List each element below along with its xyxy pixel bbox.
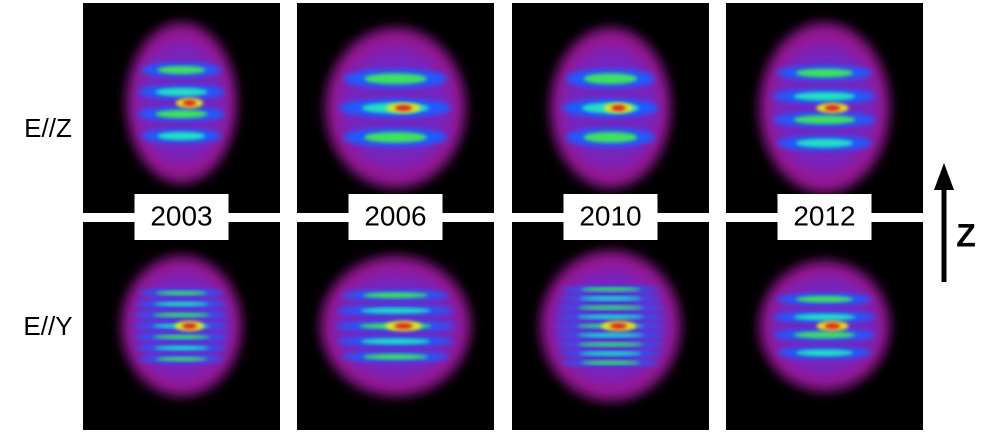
- fringe-core: [577, 333, 644, 338]
- hotspot-core: [182, 100, 197, 106]
- year-label: 2003: [150, 200, 212, 231]
- image-panel: [297, 3, 494, 213]
- hotspot-core: [395, 105, 412, 111]
- fringe-core: [153, 313, 210, 317]
- fringe-core: [795, 349, 854, 357]
- fringe-core: [155, 291, 208, 295]
- fringe-core: [795, 68, 854, 78]
- fringe-core: [360, 307, 431, 314]
- year-box: [777, 194, 872, 240]
- fringe-core: [577, 314, 644, 319]
- hotspot-core: [610, 323, 627, 329]
- fringe-core: [155, 357, 208, 361]
- fringe-core: [580, 360, 641, 365]
- hotspot-core: [394, 323, 413, 329]
- fringe-core: [157, 132, 206, 140]
- image-panel: [726, 3, 923, 213]
- fringe-core: [360, 338, 431, 345]
- fringe-core: [364, 73, 427, 84]
- fringe-core: [153, 335, 210, 339]
- fringe-core: [795, 295, 854, 303]
- fringe-core: [793, 92, 856, 101]
- image-panel: [297, 222, 494, 430]
- image-panel: [512, 222, 709, 430]
- fringe-core: [579, 351, 642, 356]
- fringe-core: [154, 346, 209, 350]
- fringe-core: [793, 331, 856, 339]
- fringe-core: [362, 354, 429, 360]
- hotspot-core: [824, 105, 841, 111]
- year-label: 2010: [579, 200, 641, 231]
- labels: 2003 2006 2010 2012: [134, 194, 872, 240]
- fringe-core: [577, 305, 644, 310]
- fringe-core: [793, 115, 856, 124]
- axis-label: Z: [956, 217, 976, 253]
- year-box: [134, 194, 229, 240]
- fringe-core: [583, 73, 638, 84]
- fringe-core: [364, 132, 427, 143]
- fringe-core: [580, 287, 641, 292]
- fringe-core: [793, 313, 856, 321]
- hotspot-core: [182, 323, 197, 329]
- row-label: E//Z: [24, 113, 72, 143]
- fringe-core: [157, 66, 206, 74]
- year-box: [563, 194, 658, 240]
- year-label: 2012: [793, 200, 855, 231]
- axis-arrowhead: [934, 163, 954, 190]
- fringe-core: [155, 88, 208, 96]
- year-box: [348, 194, 443, 240]
- fringe-core: [577, 342, 644, 347]
- fringe-core: [155, 110, 208, 118]
- fringe-core: [362, 292, 429, 299]
- hotspot-core: [824, 323, 841, 329]
- fringe-core: [583, 132, 638, 143]
- image-panel: [726, 222, 923, 430]
- divider: [83, 213, 924, 222]
- panels: [83, 3, 923, 430]
- row-label: E//Y: [23, 311, 72, 341]
- fringe-core: [795, 138, 854, 148]
- year-label: 2006: [364, 200, 426, 231]
- image-panel: [512, 3, 709, 213]
- fringe-core: [579, 296, 642, 301]
- image-panel: [83, 222, 280, 430]
- hotspot-core: [611, 105, 626, 111]
- fringe-core: [154, 302, 209, 306]
- image-panel: [83, 3, 280, 213]
